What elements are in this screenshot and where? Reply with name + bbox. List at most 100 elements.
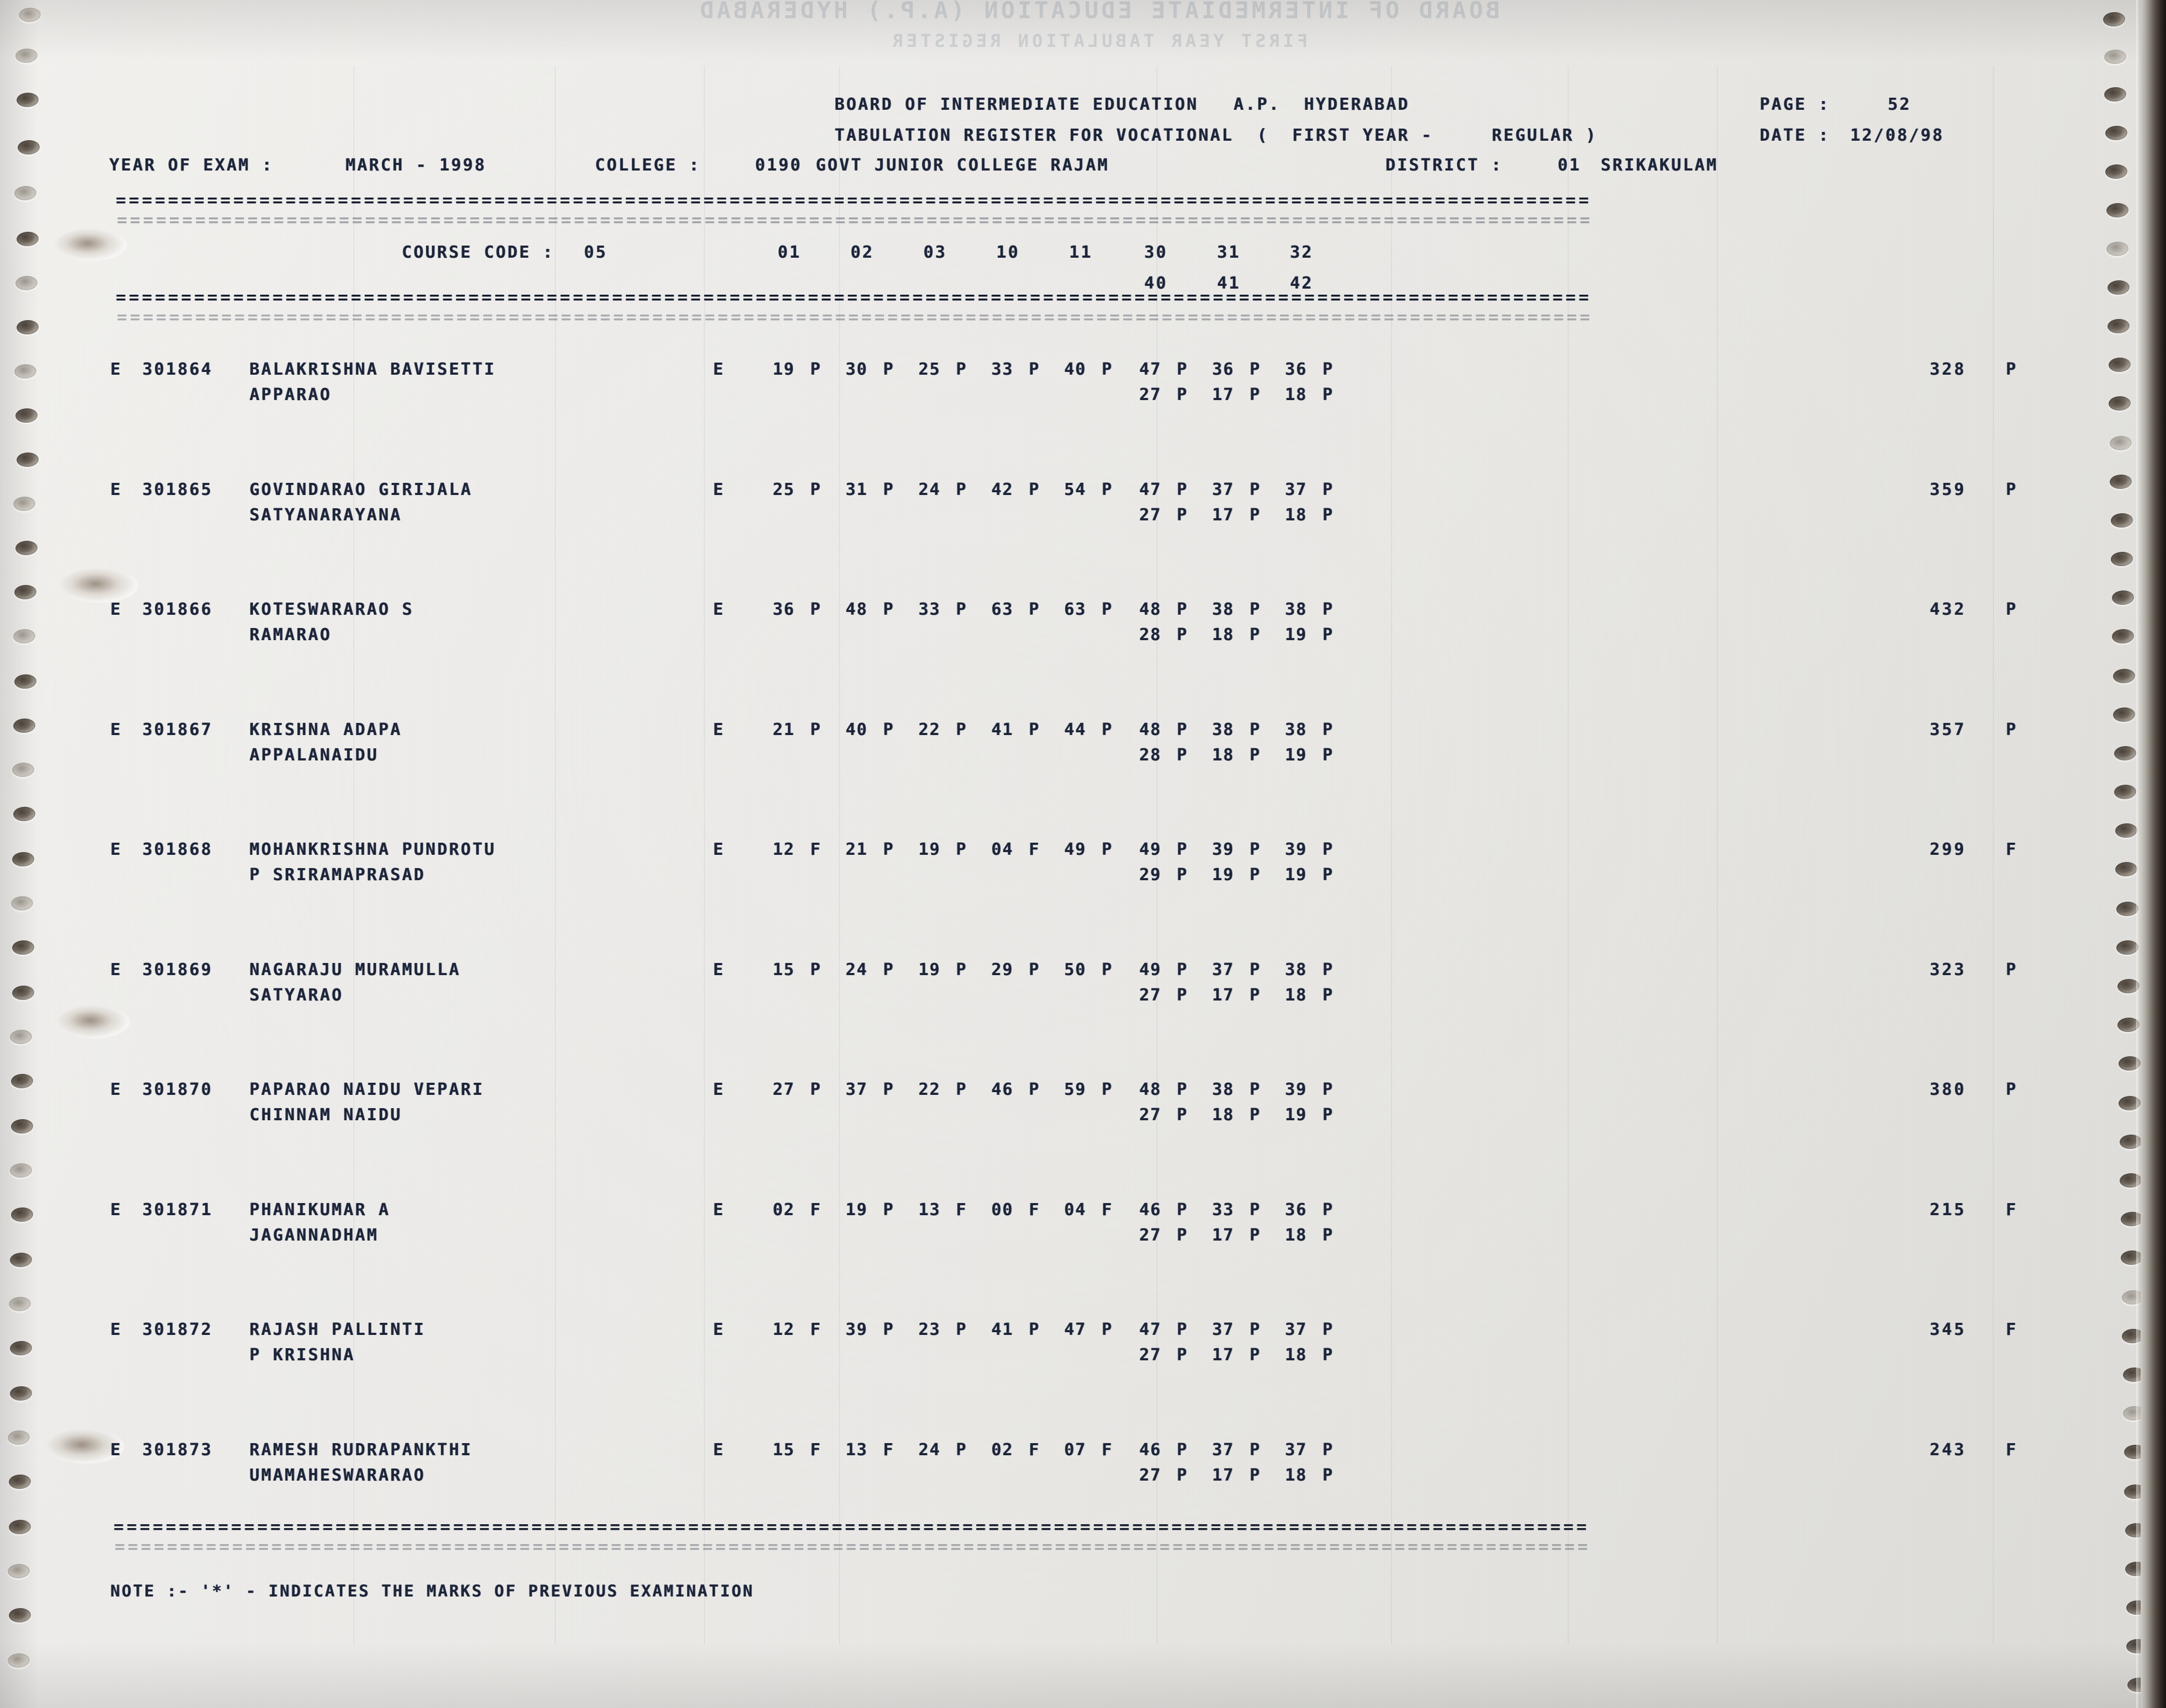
record-total-result: P xyxy=(2006,480,2018,499)
subject-mark: 37 xyxy=(1285,1320,1308,1339)
subject-result: P xyxy=(810,600,822,619)
record-total-result: F xyxy=(2006,1200,2018,1220)
subject-result: P xyxy=(1323,745,1334,765)
subject-mark: 18 xyxy=(1285,1465,1308,1485)
subject-mark: 36 xyxy=(773,600,795,619)
column-header-31: 31 xyxy=(1217,243,1241,262)
subject-result: P xyxy=(1250,865,1261,885)
subject-result: P xyxy=(1102,600,1113,619)
subject-result: P xyxy=(883,600,895,619)
subject-result: P xyxy=(1250,745,1261,765)
subject-mark: 63 xyxy=(991,600,1014,619)
subject-result: P xyxy=(1177,600,1188,619)
subject-mark: 29 xyxy=(1139,865,1162,885)
subject-mark: 63 xyxy=(1064,600,1087,619)
subject-mark: 18 xyxy=(1285,985,1308,1005)
subject-result: P xyxy=(1250,360,1261,379)
subject-mark: 37 xyxy=(1285,480,1308,499)
subject-result: P xyxy=(1177,840,1188,859)
subject-mark: 07 xyxy=(1064,1440,1087,1460)
subject-result: P xyxy=(1177,1345,1188,1365)
paper-tear-mark xyxy=(58,1005,130,1039)
subject-result: P xyxy=(883,1200,895,1220)
subject-mark: 28 xyxy=(1139,625,1162,645)
subject-mark: 38 xyxy=(1212,600,1235,619)
subject-mark: 37 xyxy=(1212,480,1235,499)
subject-result: P xyxy=(1177,865,1188,885)
column-header-03: 03 xyxy=(923,243,947,262)
subject-mark: 04 xyxy=(1064,1200,1087,1220)
subject-result: P xyxy=(1102,960,1113,980)
subject-mark: 47 xyxy=(1139,1320,1162,1339)
subject-result: P xyxy=(956,480,968,499)
subject-result: P xyxy=(1250,1105,1261,1125)
record-roll-no: 301865 xyxy=(142,480,213,499)
subject-mark: 30 xyxy=(846,360,868,379)
subject-result: P xyxy=(1177,480,1188,499)
print-band xyxy=(1993,66,1994,1645)
subject-result: P xyxy=(810,960,822,980)
record-total-result: P xyxy=(2006,600,2018,619)
subject-mark: 40 xyxy=(1064,360,1087,379)
subject-mark: 47 xyxy=(1064,1320,1087,1339)
subject-mark: 02 xyxy=(991,1440,1014,1460)
subject-mark: 13 xyxy=(846,1440,868,1460)
record-prefix: E xyxy=(110,360,123,379)
record-prefix: E xyxy=(110,600,123,619)
subject-result: P xyxy=(1250,1080,1261,1099)
page-label: PAGE : xyxy=(1760,95,1830,114)
subject-result: P xyxy=(883,1080,895,1099)
subject-mark: 41 xyxy=(991,1320,1014,1339)
subject-result: P xyxy=(1029,480,1040,499)
subject-result: P xyxy=(1102,720,1113,739)
record-total-result: F xyxy=(2006,1440,2018,1460)
subject-mark: 27 xyxy=(1139,1465,1162,1485)
district-label: DISTRICT : xyxy=(1385,156,1503,175)
subject-mark: 27 xyxy=(773,1080,795,1099)
subject-mark: 41 xyxy=(991,720,1014,739)
subject-result: F xyxy=(1029,840,1040,859)
district-code: 01 xyxy=(1558,156,1581,175)
subject-mark: 36 xyxy=(1285,1200,1308,1220)
record-name-2: UMAMAHESWARARAO xyxy=(249,1465,426,1485)
subject-result: P xyxy=(1177,1200,1188,1220)
subject-mark: 37 xyxy=(846,1080,868,1099)
subject-result: P xyxy=(883,720,895,739)
column-header-02: 02 xyxy=(851,243,874,262)
subject-mark: 38 xyxy=(1285,600,1308,619)
column-header-30: 30 xyxy=(1144,243,1168,262)
subject-result: P xyxy=(1323,840,1334,859)
record-name-2: RAMARAO xyxy=(249,625,332,645)
record-prefix: E xyxy=(110,480,123,499)
subject-mark: 33 xyxy=(919,600,941,619)
subject-mark: 36 xyxy=(1212,360,1235,379)
record-medium: E xyxy=(713,840,725,859)
subject-result: P xyxy=(956,1320,968,1339)
subject-mark: 49 xyxy=(1139,840,1162,859)
record-medium: E xyxy=(713,480,725,499)
subject-result: P xyxy=(883,840,895,859)
binding-edge-highlight xyxy=(2136,0,2141,1708)
subject-mark: 49 xyxy=(1139,960,1162,980)
subject-result: P xyxy=(883,480,895,499)
college-code: 0190 xyxy=(755,156,803,175)
subject-result: P xyxy=(1323,1320,1334,1339)
subject-mark: 18 xyxy=(1285,1345,1308,1365)
record-name: PHANIKUMAR A xyxy=(249,1200,391,1220)
subject-result: P xyxy=(1102,480,1113,499)
record-name-2: APPALANAIDU xyxy=(249,745,379,765)
record-name-2: JAGANNADHAM xyxy=(249,1225,379,1245)
record-total: 359 xyxy=(1930,480,1967,499)
subject-result: P xyxy=(1177,960,1188,980)
record-total: 432 xyxy=(1930,600,1967,619)
subject-result: P xyxy=(1177,745,1188,765)
subject-result: P xyxy=(1102,1320,1113,1339)
record-name: MOHANKRISHNA PUNDROTU xyxy=(249,840,496,859)
record-total: 299 xyxy=(1930,840,1967,859)
subject-result: P xyxy=(1323,1105,1334,1125)
print-band xyxy=(1717,66,1718,1645)
subject-result: P xyxy=(1177,1080,1188,1099)
subject-mark: 27 xyxy=(1139,385,1162,405)
record-total: 357 xyxy=(1930,720,1967,739)
subject-result: P xyxy=(1323,625,1334,645)
